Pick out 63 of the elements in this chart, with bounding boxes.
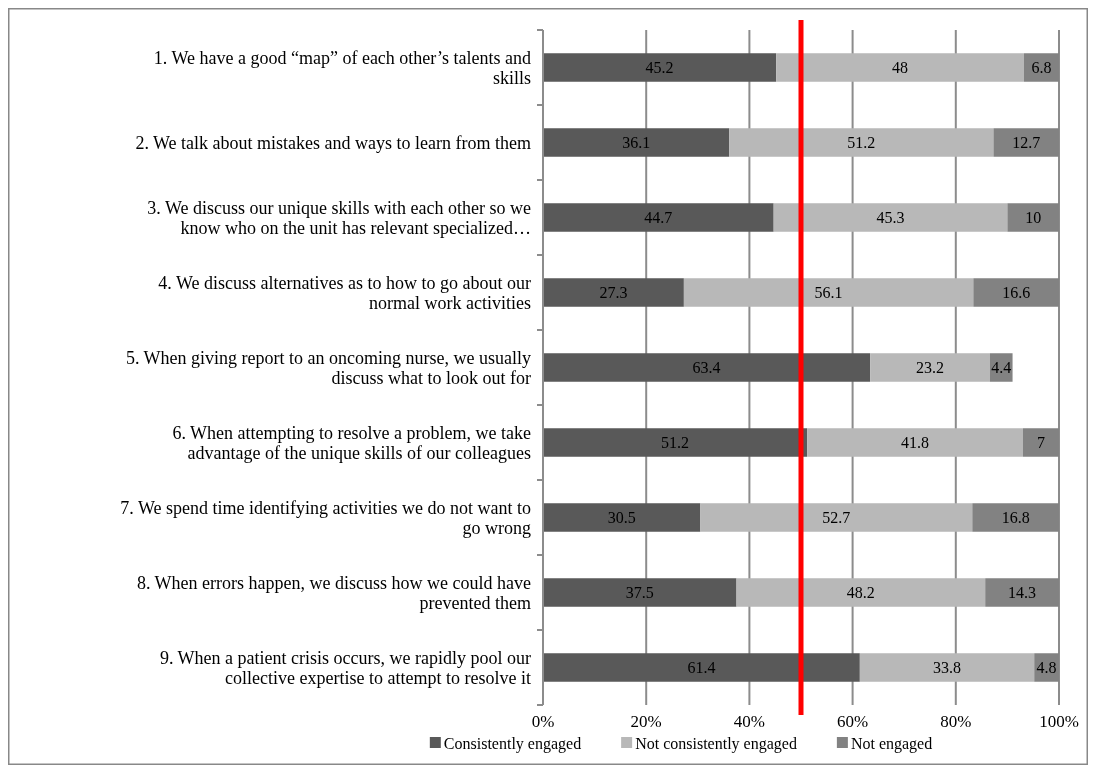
data-label: 63.4 <box>692 359 721 377</box>
bar <box>543 653 860 682</box>
bar <box>543 128 730 157</box>
bar <box>776 53 1024 82</box>
data-label: 41.8 <box>901 434 930 452</box>
data-label: 16.8 <box>1001 509 1030 527</box>
data-label: 36.1 <box>622 134 651 152</box>
bar <box>543 278 684 307</box>
data-label: 30.5 <box>607 509 636 527</box>
data-label: 52.7 <box>822 509 851 527</box>
bar <box>543 578 737 607</box>
y-tick-label: 4. We discuss alternatives as to how to go about our normal work activities <box>158 272 532 313</box>
data-label: 27.3 <box>599 284 628 302</box>
legend-label: Not consistently engaged <box>635 734 797 753</box>
y-tick-label: 1. We have a good “map” of each other’s talents and skills <box>153 47 531 88</box>
data-label: 48.2 <box>846 584 875 602</box>
data-label: 14.3 <box>1008 584 1037 602</box>
data-label: 4.4 <box>991 359 1012 377</box>
x-tick-label: 60% <box>837 712 869 731</box>
y-tick-label: 8. When errors happen, we discuss how we could have prevented them <box>136 572 532 613</box>
data-label: 48 <box>892 59 909 77</box>
data-label: 44.7 <box>644 209 673 227</box>
data-label: 6.8 <box>1031 59 1052 77</box>
y-tick-label: 5. When giving report to an oncoming nurse, we usually discuss what to look out for <box>125 347 531 388</box>
y-tick-label: 3. We discuss our unique skills with each other so we know who on the unit has relevant specialized… <box>147 197 531 238</box>
bar <box>773 203 1008 232</box>
y-tick-label: 9. When a patient crisis occurs, we rapidly pool our collective expertise to attempt to resolve it <box>159 647 531 688</box>
data-label: 45.2 <box>645 59 674 77</box>
data-label: 23.2 <box>916 359 944 377</box>
bar <box>683 278 974 307</box>
data-label: 45.3 <box>876 209 905 227</box>
data-label: 37.5 <box>625 584 654 602</box>
data-label: 61.4 <box>687 659 716 677</box>
legend-label: Consistently engaged <box>443 734 582 753</box>
data-label: 12.7 <box>1012 134 1041 152</box>
data-label: 51.2 <box>661 434 690 452</box>
bar <box>700 503 973 532</box>
data-label: 16.6 <box>1002 284 1031 302</box>
data-label: 4.8 <box>1036 659 1057 677</box>
data-label: 7 <box>1036 434 1045 452</box>
bar <box>543 203 774 232</box>
y-tick-label: 6. When attempting to resolve a problem, we take advantage of the unique skills of our colleagues <box>172 422 532 463</box>
x-tick-label: 40% <box>733 712 765 731</box>
legend-label: Not engaged <box>850 734 933 753</box>
bar <box>870 353 990 382</box>
bar <box>543 503 701 532</box>
y-tick-label: 2. We talk about mistakes and ways to learn from them <box>135 132 531 153</box>
x-tick-label: 20% <box>630 712 662 731</box>
bar <box>543 353 871 382</box>
bar <box>729 128 994 157</box>
x-tick-label: 80% <box>940 712 972 731</box>
data-label: 33.8 <box>933 659 962 677</box>
bar <box>543 428 808 457</box>
x-tick-label: 0% <box>531 712 555 731</box>
bar <box>543 53 777 82</box>
y-tick-label: 7. We spend time identifying activities we do not want to go wrong <box>120 497 531 538</box>
bar <box>807 428 1023 457</box>
bar <box>736 578 986 607</box>
bar <box>859 653 1035 682</box>
data-label: 56.1 <box>814 284 843 302</box>
data-label: 10 <box>1025 209 1042 227</box>
data-label: 51.2 <box>847 134 876 152</box>
x-tick-label: 100% <box>1039 712 1079 731</box>
